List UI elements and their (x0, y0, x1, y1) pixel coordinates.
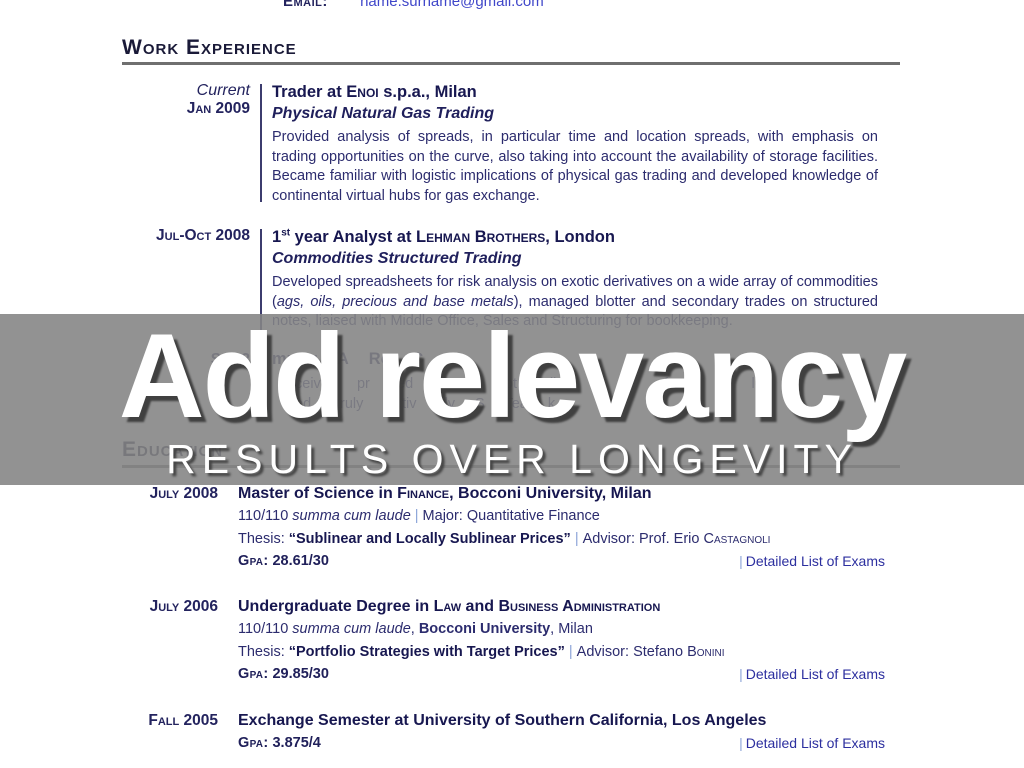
work-entry-2-divider (260, 229, 262, 333)
work-entry-2-date: Jul-Oct 2008 (156, 227, 250, 244)
work-entry-1-description: Provided analysis of spreads, in particu… (272, 129, 878, 204)
overlay-title: Add relevancy (118, 309, 907, 443)
education-entry-3-gpa: Gpa: 3.875/4 (238, 735, 321, 751)
detailed-list-of-exams-link[interactable]: | Detailed List of Exams (739, 735, 885, 751)
education-entry-3-title: Exchange Semester at University of South… (238, 712, 767, 729)
detailed-list-of-exams-link[interactable]: | Detailed List of Exams (739, 666, 885, 682)
education-entry-2-thesis-line: Thesis: “Portfolio Strategies with Targe… (238, 643, 725, 660)
education-entry-3-gpa-row: Gpa: 3.875/4 | Detailed List of Exams (238, 732, 885, 754)
education-entry-1: Master of Science in Finance, Bocconi Un… (238, 483, 885, 572)
work-entry-1-subtitle: Physical Natural Gas Trading (272, 105, 495, 122)
work-heading-rule (122, 62, 900, 65)
work-entry-1-date-current: Current (196, 82, 250, 99)
education-entry-1-date: July 2008 (149, 485, 218, 502)
education-entry-2-gpa-row: Gpa: 29.85/30 | Detailed List of Exams (238, 663, 885, 685)
work-entry-1-title: Trader at Enoi s.p.a., Milan (272, 83, 477, 101)
email-row: Email: name.surname@gmail.com (283, 0, 544, 10)
education-entry-2-date: July 2006 (149, 598, 218, 615)
education-entry-2-title: Undergraduate Degree in Law and Business… (238, 598, 661, 615)
email-label: Email: (283, 0, 328, 10)
education-entry-1-gpa-row: Gpa: 28.61/30 | Detailed List of Exams (238, 550, 885, 572)
work-entry-1: Trader at Enoi s.p.a., Milan Physical Na… (272, 81, 878, 206)
education-entry-3: Exchange Semester at University of South… (238, 710, 885, 754)
education-entry-3-date: Fall 2005 (148, 712, 218, 729)
overlay-subtitle: RESULTS OVER LONGEVITY (166, 436, 858, 482)
education-entry-2: Undergraduate Degree in Law and Business… (238, 596, 885, 685)
work-entry-2-title: 1st year Analyst at Lehman Brothers, Lon… (272, 227, 615, 246)
email-link[interactable]: name.surname@gmail.com (360, 0, 544, 10)
work-entry-1-dates: Current Jan 2009 (122, 82, 250, 118)
education-entry-1-thesis-line: Thesis: “Sublinear and Locally Sublinear… (238, 530, 771, 547)
work-experience-heading: Work Experience (122, 36, 297, 59)
education-entry-1-title: Master of Science in Finance, Bocconi Un… (238, 485, 652, 502)
work-entry-2-dates: Jul-Oct 2008 (122, 227, 250, 245)
work-entry-1-divider (260, 84, 262, 202)
work-entry-2-subtitle: Commodities Structured Trading (272, 250, 522, 267)
detailed-list-of-exams-link[interactable]: | Detailed List of Exams (739, 553, 885, 569)
education-entry-2-gpa: Gpa: 29.85/30 (238, 666, 329, 682)
education-entry-2-grade-line: 110/110 summa cum laude, Bocconi Univers… (238, 621, 593, 637)
work-entry-1-date-start: Jan 2009 (186, 100, 250, 117)
education-entry-1-gpa: Gpa: 28.61/30 (238, 553, 329, 569)
education-entry-1-grade-line: 110/110 summa cum laude | Major: Quantitat… (238, 508, 600, 524)
overlay-banner (0, 314, 1024, 485)
